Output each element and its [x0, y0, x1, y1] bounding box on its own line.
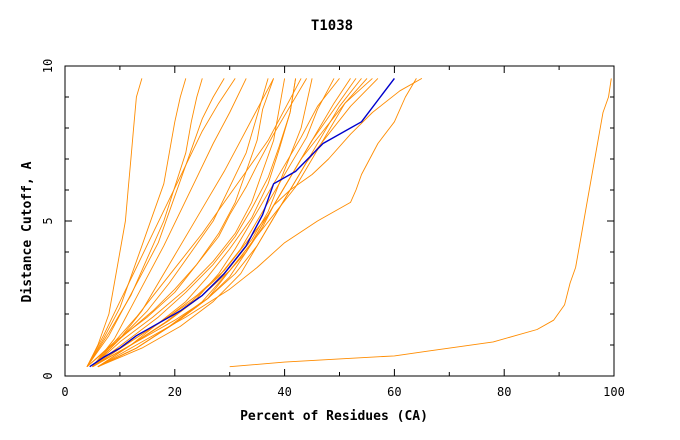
chart-title: T1038 [311, 18, 353, 34]
series-layer [86, 77, 612, 368]
model-series-line [92, 78, 286, 368]
model-series-line [92, 78, 274, 368]
y-tick-label: 5 [41, 217, 55, 224]
y-tick-label: 0 [41, 372, 55, 379]
model-series-line [92, 78, 335, 368]
model-series-line [92, 78, 247, 367]
x-tick-label: 60 [387, 385, 401, 399]
model-series-line [86, 78, 225, 367]
model-series-line [92, 78, 269, 368]
model-series-line [86, 78, 143, 367]
model-series-line [92, 78, 297, 368]
model-series-line [97, 78, 417, 368]
model-series-line [86, 78, 187, 367]
model-series-line [86, 78, 307, 368]
highlighted-series-line [89, 77, 395, 368]
model-series-line [229, 78, 612, 368]
x-tick-label: 0 [61, 385, 68, 399]
model-series-line [97, 78, 362, 368]
ticks-layer: 0 20 40 60 80 100 0 5 10 [41, 59, 625, 399]
model-series-line [97, 78, 373, 368]
x-tick-label: 20 [168, 385, 182, 399]
model-series-line [92, 78, 302, 367]
x-tick-label: 80 [497, 385, 511, 399]
x-tick-label: 40 [277, 385, 291, 399]
model-series-line [97, 78, 297, 368]
x-axis-label: Percent of Residues (CA) [240, 409, 428, 424]
model-series-line [86, 78, 236, 367]
y-tick-label: 10 [41, 59, 55, 73]
model-series-line [86, 78, 275, 368]
y-axis-label: Distance Cutoff, A [20, 161, 35, 302]
model-series-line [86, 78, 203, 367]
model-series-line [97, 78, 357, 368]
x-tick-label: 100 [603, 385, 625, 399]
model-series-line [92, 78, 423, 368]
model-series-line [97, 78, 351, 368]
model-series-line [97, 78, 379, 368]
